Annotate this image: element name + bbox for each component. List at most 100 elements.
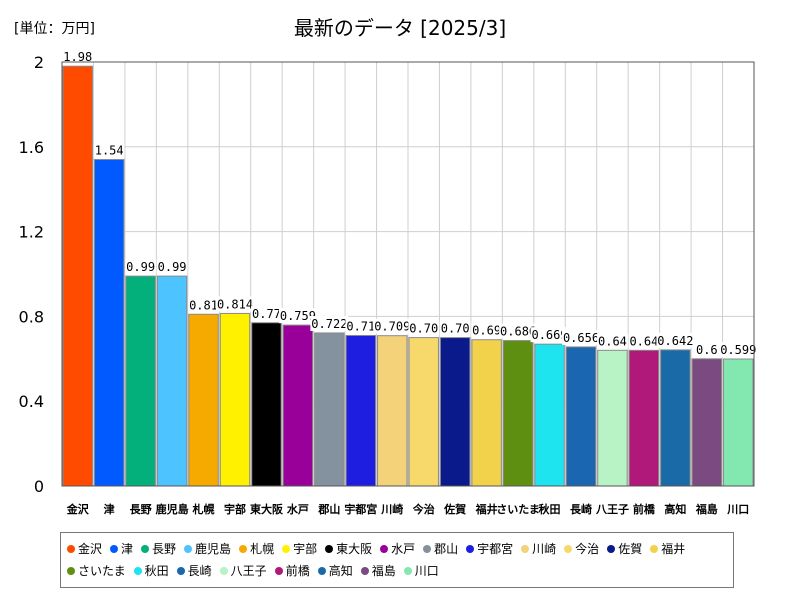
y-tick-label: 2 [34, 53, 44, 72]
bar [439, 337, 471, 487]
legend-dot-icon [466, 544, 475, 553]
x-tick-label: 札幌 [192, 502, 215, 516]
bar [534, 343, 565, 487]
legend-item: 東大阪 [325, 539, 372, 560]
bar [251, 322, 282, 487]
data-label-bg [628, 333, 660, 349]
legend-item: 宇都宮 [466, 539, 513, 560]
x-tick-label: 川崎 [380, 502, 403, 516]
x-tick-label: 川口 [726, 503, 749, 516]
data-label-bg [562, 329, 600, 345]
bar [408, 337, 439, 487]
data-label: 0.722 [311, 317, 347, 331]
data-label: 0.71 [346, 319, 375, 333]
bar [219, 312, 251, 487]
x-tick-label: 長野 [130, 503, 152, 516]
data-label-bg [345, 318, 377, 334]
y-tick-label: 0.8 [19, 307, 44, 326]
bar-chart: 0 0.4 0.8 1.2 1.6 2 1.98 金沢 1.54 津 0.99 長野 0.99 鹿児島 0.… [19, 49, 758, 516]
data-label: 0.77 [252, 307, 281, 321]
data-label-bg [408, 320, 440, 336]
legend-label: 福井 [661, 542, 686, 556]
data-label-bg [471, 322, 503, 338]
data-label-bg [310, 315, 349, 331]
bar [565, 346, 597, 487]
x-tick-label: 金沢 [66, 502, 90, 516]
legend-dot-icon [239, 544, 248, 553]
legend-item: 鹿児島 [184, 539, 231, 560]
y-tick-label: 0 [34, 477, 44, 496]
x-tick-label: 長崎 [570, 502, 592, 516]
legend-item: 高知 [317, 561, 353, 582]
y-tick-label: 1.6 [19, 138, 44, 157]
bar [188, 313, 219, 487]
legend-dot-icon [607, 544, 616, 553]
legend-item: さいたま [67, 561, 126, 582]
data-label-bg [439, 320, 471, 336]
legend-dot-icon [325, 544, 334, 553]
bar [377, 335, 408, 487]
data-label: 0.669 [531, 328, 567, 342]
legend-dot-icon [403, 566, 412, 575]
data-label-bg [597, 333, 628, 349]
plot-border [61, 61, 755, 487]
data-label-bg [216, 296, 254, 312]
legend-label: 長野 [152, 542, 177, 556]
legend-label: 川口 [414, 564, 439, 578]
legend-label: さいたま [78, 564, 126, 578]
legend-dot-icon [282, 544, 291, 553]
legend-item: 郡山 [423, 539, 458, 560]
legend-label: 札幌 [250, 542, 275, 556]
data-label: 0.99 [126, 260, 155, 274]
legend-dot-icon [423, 544, 432, 553]
bar [691, 358, 723, 487]
legend-label: 前橋 [285, 564, 310, 578]
legend-label: 金沢 [78, 542, 103, 556]
data-label: 0.6 [696, 343, 718, 357]
legend-item: 今治 [564, 539, 599, 560]
x-tick-label: 八王子 [595, 503, 629, 516]
data-label: 0.814 [217, 297, 253, 311]
x-tick-label: 宇都宮 [344, 502, 377, 516]
data-label-bg [278, 308, 317, 324]
data-label: 1.54 [95, 144, 124, 158]
legend-item: 宇部 [282, 539, 317, 560]
bar [723, 358, 754, 487]
x-tick-label: 秋田 [539, 502, 561, 516]
legend-item: 川崎 [521, 539, 556, 560]
bar [660, 349, 691, 487]
legend-item: 前橋 [274, 561, 310, 582]
legend-item: 長野 [141, 539, 176, 560]
legend-label: 水戸 [391, 542, 416, 556]
legend-label: 高知 [328, 564, 353, 578]
bar [471, 339, 502, 487]
legend-dot-icon [650, 544, 659, 553]
legend-item: 秋田 [133, 561, 169, 582]
legend-dot-icon [141, 544, 150, 553]
x-tick-label: 東大阪 [250, 502, 284, 516]
data-label-bg [125, 259, 157, 275]
data-label-bg [719, 342, 758, 358]
x-tick-label: 水戸 [287, 502, 309, 516]
legend-item: 札幌 [239, 539, 274, 560]
x-tick-label: 福島 [695, 502, 718, 516]
data-label: 0.656 [563, 331, 599, 345]
legend-dot-icon [360, 566, 369, 575]
chart-title: 最新のデータ [2025/3] [293, 16, 507, 40]
data-label-bg [499, 323, 538, 339]
data-label: 0.709 [374, 320, 410, 334]
legend-dot-icon [67, 566, 75, 575]
y-tick-label: 1.2 [19, 223, 44, 242]
data-label: 0.70 [441, 322, 470, 336]
legend-dot-icon [274, 566, 283, 575]
data-label: 0.642 [657, 334, 693, 348]
x-tick-label: 福井 [475, 502, 498, 516]
data-label-bg [156, 259, 188, 275]
data-label-bg [93, 142, 125, 158]
data-label-bg [373, 318, 412, 334]
data-label-bg [530, 327, 569, 343]
legend-label: 川崎 [532, 542, 557, 556]
bar [345, 334, 377, 487]
legend-label: 八王子 [230, 564, 267, 578]
data-label-bg [695, 341, 719, 357]
